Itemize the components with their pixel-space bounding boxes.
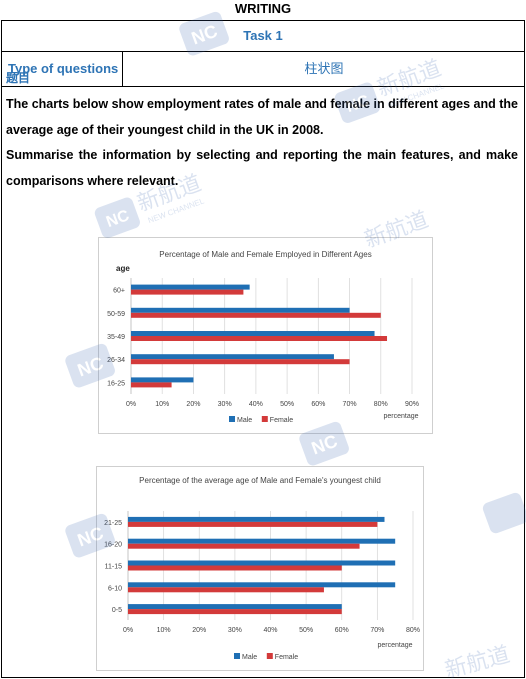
x-tick-label: 70% bbox=[343, 401, 357, 408]
question-type-row: Type of questions 柱状图 bbox=[2, 52, 524, 87]
bar-female bbox=[128, 521, 378, 527]
bar-male bbox=[131, 284, 250, 290]
x-tick-label: 70% bbox=[370, 627, 384, 634]
x-tick-label: 50% bbox=[280, 401, 294, 408]
y-tick-label: 6-10 bbox=[108, 585, 122, 592]
x-tick-label: 10% bbox=[155, 401, 169, 408]
legend-swatch bbox=[234, 653, 240, 659]
chart-svg: Percentage of Male and Female Employed i… bbox=[107, 250, 419, 424]
x-axis-label: percentage bbox=[377, 642, 412, 649]
x-tick-label: 20% bbox=[192, 627, 206, 634]
bar-female bbox=[128, 543, 360, 549]
bar-male bbox=[131, 377, 194, 383]
youngest-child-chart: Percentage of the average age of Male an… bbox=[96, 466, 424, 671]
bar-female bbox=[131, 289, 244, 295]
x-tick-label: 20% bbox=[186, 401, 200, 408]
legend-swatch bbox=[229, 416, 235, 422]
x-tick-label: 10% bbox=[157, 627, 171, 634]
x-axis-label: percentage bbox=[383, 413, 418, 420]
bar-male bbox=[131, 307, 350, 313]
legend-label: Female bbox=[270, 417, 293, 424]
legend-swatch bbox=[261, 416, 268, 422]
x-tick-label: 30% bbox=[228, 627, 242, 634]
chart-title: Percentage of the average age of Male an… bbox=[139, 476, 381, 485]
x-tick-label: 90% bbox=[405, 401, 419, 408]
chart-title: Percentage of Male and Female Employed i… bbox=[159, 250, 371, 259]
task-row: Task 1 bbox=[2, 21, 524, 52]
prompt-paragraph-1: The charts below show employment rates o… bbox=[6, 97, 518, 137]
legend-label: Female bbox=[275, 654, 298, 661]
legend-label: Male bbox=[242, 654, 257, 661]
x-tick-label: 0% bbox=[123, 627, 133, 634]
y-tick-label: 11-15 bbox=[105, 564, 122, 571]
y-tick-label: 35-49 bbox=[107, 334, 125, 341]
x-tick-label: 40% bbox=[263, 627, 277, 634]
bar-male bbox=[131, 354, 334, 360]
legend-swatch bbox=[266, 653, 273, 659]
bar-female bbox=[128, 565, 342, 571]
x-tick-label: 40% bbox=[249, 401, 263, 408]
y-axis-label: age bbox=[116, 264, 130, 273]
question-label: 题目 bbox=[6, 71, 31, 85]
bar-female bbox=[131, 382, 172, 388]
page-heading: WRITING bbox=[234, 1, 292, 16]
bar-female bbox=[128, 609, 342, 615]
question-prompt: The charts below show employment rates o… bbox=[6, 92, 518, 194]
question-type-label: Type of questions bbox=[2, 52, 123, 86]
chart-svg: Percentage of the average age of Male an… bbox=[104, 476, 420, 661]
y-tick-label: 21-25 bbox=[104, 520, 122, 527]
bar-male bbox=[128, 560, 396, 566]
y-tick-label: 26-34 bbox=[107, 357, 125, 364]
bar-male bbox=[128, 516, 385, 522]
bar-male bbox=[128, 604, 342, 610]
y-tick-label: 50-59 bbox=[107, 311, 125, 318]
x-tick-label: 80% bbox=[374, 401, 388, 408]
x-tick-label: 60% bbox=[335, 627, 349, 634]
legend-label: Male bbox=[237, 417, 252, 424]
x-tick-label: 80% bbox=[406, 627, 420, 634]
bar-female bbox=[128, 587, 324, 593]
question-type-value: 柱状图 bbox=[304, 61, 344, 76]
bar-male bbox=[128, 582, 396, 588]
x-tick-label: 30% bbox=[218, 401, 232, 408]
prompt-paragraph-2: Summarise the information by selecting a… bbox=[6, 148, 518, 188]
y-tick-label: 0-5 bbox=[112, 607, 122, 614]
bar-male bbox=[128, 538, 396, 544]
y-tick-label: 16-25 bbox=[107, 380, 125, 387]
bar-male bbox=[131, 331, 375, 336]
y-tick-label: 16-20 bbox=[104, 542, 122, 549]
x-tick-label: 50% bbox=[299, 627, 313, 634]
y-tick-label: 60+ bbox=[113, 288, 125, 295]
bar-female bbox=[131, 359, 350, 365]
bar-female bbox=[131, 312, 381, 318]
x-tick-label: 0% bbox=[126, 401, 136, 408]
task-table: Task 1 Type of questions 柱状图 bbox=[1, 20, 525, 678]
employment-chart: Percentage of Male and Female Employed i… bbox=[98, 237, 433, 434]
bar-female bbox=[131, 336, 388, 341]
x-tick-label: 60% bbox=[311, 401, 325, 408]
